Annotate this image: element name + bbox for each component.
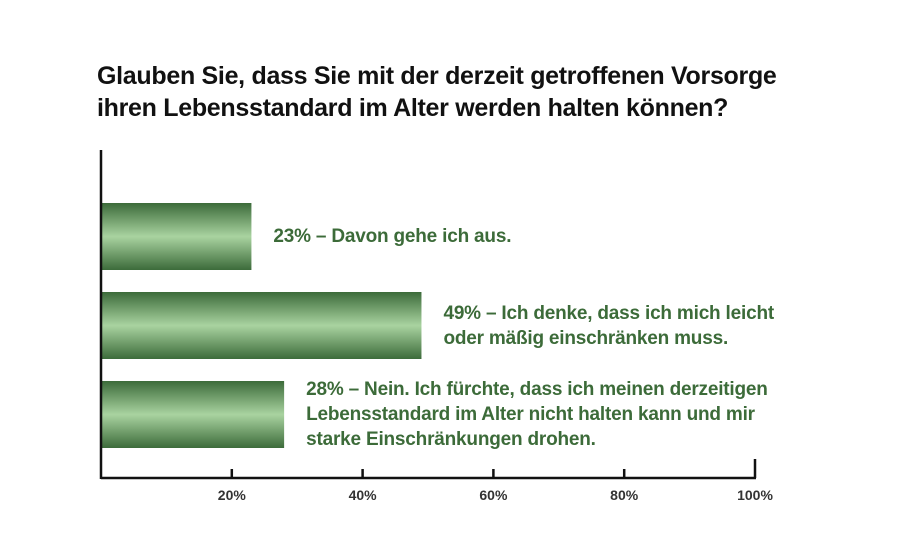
bar-2 (101, 292, 422, 359)
bars-layer (101, 203, 422, 448)
x-tick-label-80: 80% (610, 487, 639, 503)
x-tick-label-40: 40% (349, 487, 378, 503)
bar-label-2-line-2: oder mäßig einschränken muss. (443, 327, 729, 349)
x-tick-label-100: 100% (737, 487, 773, 503)
chart-title: Glauben Sie, dass Sie mit der derzeit ge… (97, 60, 857, 124)
bar-1 (101, 203, 252, 270)
chart-title-line-1: Glauben Sie, dass Sie mit der derzeit ge… (97, 62, 777, 90)
bar-label-3-line-3: starke Einschränkungen drohen. (306, 429, 596, 450)
bar-label-3-line-2: Lebensstandard im Alter nicht halten kan… (306, 404, 755, 425)
x-tick-labels: 20% 40% 60% 80% 100% (218, 487, 774, 503)
x-tick-label-60: 60% (479, 487, 508, 503)
bar-label-2: 49% – Ich denke, dass ich mich leicht ode… (443, 301, 774, 351)
bar-label-1: 23% – Davon gehe ich aus. (273, 224, 511, 249)
bar-label-3: 28% – Nein. Ich fürchte, dass ich meinen… (306, 377, 768, 452)
chart-title-line-2: ihren Lebensstandard im Alter werden hal… (97, 94, 729, 122)
bar-label-3-line-1: 28% – Nein. Ich fürchte, dass ich meinen… (306, 379, 768, 400)
bar-label-1-line-1: 23% – Davon gehe ich aus. (273, 226, 512, 247)
bar-3 (101, 381, 285, 448)
axes-layer (99, 150, 757, 480)
bar-label-2-line-1: 49% – Ich denke, dass ich mich leicht (443, 302, 774, 324)
x-tick-label-20: 20% (218, 487, 247, 503)
